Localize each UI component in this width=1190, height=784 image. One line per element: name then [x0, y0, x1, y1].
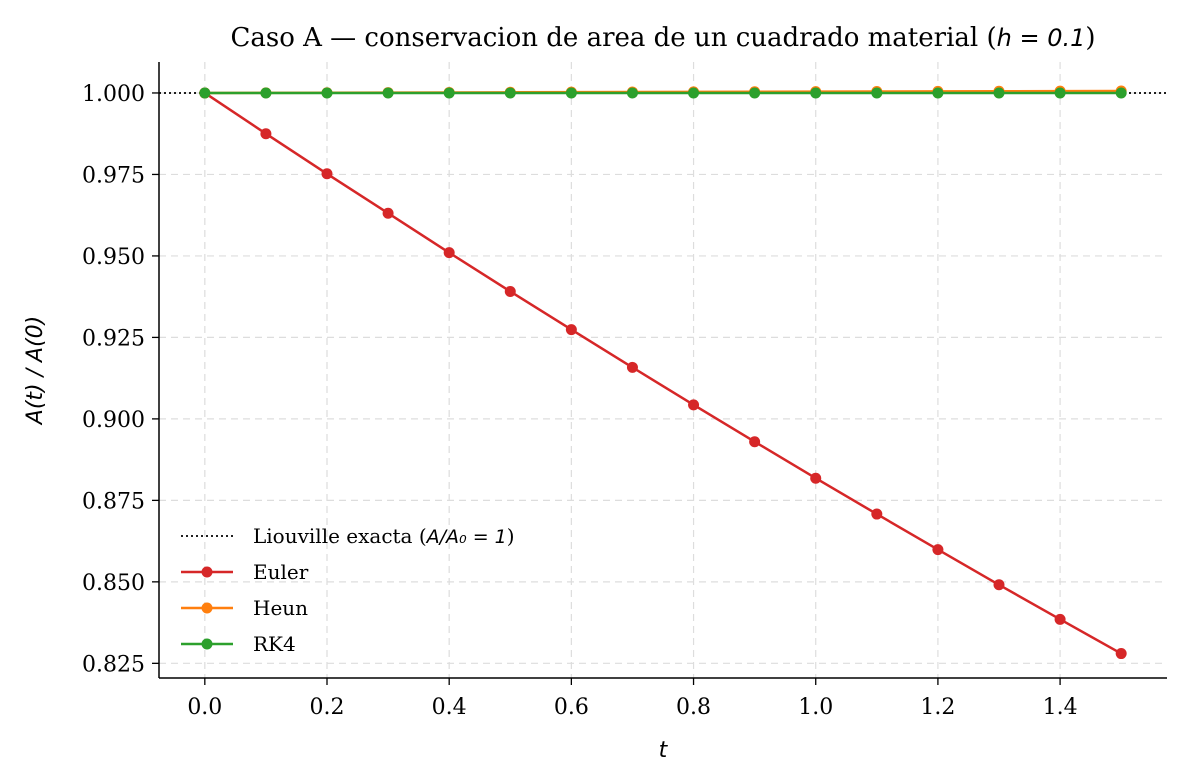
y-tick-label: 0.875 — [82, 489, 145, 514]
data-point-euler — [810, 472, 822, 484]
y-tick-label: 0.825 — [82, 652, 145, 677]
data-point-euler — [871, 508, 883, 520]
y-ticks: 0.825 0.850 0.875 0.900 0.925 0.950 0.975 1.000 — [82, 82, 159, 677]
legend-heun-marker — [201, 602, 213, 614]
data-point-rk4 — [504, 87, 516, 99]
x-tick-label: 0.6 — [554, 695, 589, 720]
data-point-rk4 — [565, 87, 577, 99]
legend: Liouville exacta (A/A₀ = 1) Euler Heun R… — [181, 524, 515, 656]
data-point-rk4 — [749, 87, 761, 99]
data-point-euler — [932, 544, 944, 556]
x-tick-label: 0.2 — [310, 695, 345, 720]
chart-title-suffix: ) — [1085, 23, 1095, 53]
data-point-rk4 — [199, 87, 211, 99]
y-tick-label: 0.975 — [82, 163, 145, 188]
series-line-euler — [204, 91, 1122, 655]
grid — [159, 62, 1167, 678]
legend-ref-label-suffix: ) — [507, 524, 515, 548]
x-tick-label: 1.4 — [1043, 695, 1078, 720]
chart-title-math: h = 0.1 — [997, 24, 1086, 52]
data-point-rk4 — [932, 87, 944, 99]
data-point-euler — [565, 324, 577, 336]
data-point-rk4 — [260, 87, 272, 99]
x-ticks: 0.0 0.2 0.4 0.6 0.8 1.0 1.2 1.4 — [187, 678, 1078, 720]
x-tick-label: 0.4 — [432, 695, 467, 720]
data-point-rk4 — [443, 87, 455, 99]
data-point-euler — [1115, 648, 1127, 660]
x-axis-label: t — [659, 738, 669, 763]
data-point-rk4 — [321, 87, 333, 99]
axes — [158, 62, 1167, 679]
legend-ref-label-math: A/A₀ = 1 — [425, 526, 507, 548]
legend-rk4-marker — [201, 638, 213, 650]
data-point-euler — [260, 128, 272, 140]
x-tick-label: 1.0 — [798, 695, 833, 720]
y-tick-label: 0.950 — [82, 245, 145, 270]
data-point-euler — [443, 247, 455, 259]
legend-ref-label-text: Liouville exacta ( — [253, 524, 427, 548]
data-point-rk4 — [382, 87, 394, 99]
legend-rk4-label: RK4 — [253, 632, 296, 656]
data-point-euler — [382, 207, 394, 219]
data-point-euler — [504, 285, 516, 297]
legend-euler-marker — [201, 566, 213, 578]
data-point-euler — [1054, 613, 1066, 625]
x-tick-label: 1.2 — [920, 695, 955, 720]
data-point-rk4 — [688, 87, 700, 99]
y-tick-label: 0.900 — [82, 408, 145, 433]
y-tick-label: 0.850 — [82, 571, 145, 596]
legend-ref-label: Liouville exacta (A/A₀ = 1) — [253, 524, 515, 548]
x-tick-label: 0.0 — [187, 695, 222, 720]
data-point-euler — [993, 579, 1005, 591]
data-point-euler — [749, 436, 761, 448]
legend-euler-label: Euler — [253, 560, 309, 584]
x-tick-label: 0.8 — [676, 695, 711, 720]
data-point-rk4 — [871, 87, 883, 99]
y-tick-label: 1.000 — [82, 82, 145, 107]
data-point-rk4 — [810, 87, 822, 99]
chart-title-prefix: Caso A — conservacion de area de un cuad… — [230, 23, 996, 53]
legend-heun-label: Heun — [253, 596, 308, 620]
y-tick-label: 0.925 — [82, 326, 145, 351]
data-point-euler — [626, 361, 638, 373]
series-layer — [199, 85, 1127, 660]
y-axis-label: A(t) / A(0) — [23, 316, 48, 426]
data-point-euler — [688, 399, 700, 411]
chart-title: Caso A — conservacion de area de un cuad… — [230, 23, 1095, 53]
data-point-euler — [321, 168, 333, 180]
data-point-rk4 — [626, 87, 638, 99]
data-point-rk4 — [1115, 87, 1127, 99]
data-point-rk4 — [993, 87, 1005, 99]
data-point-rk4 — [1054, 87, 1066, 99]
